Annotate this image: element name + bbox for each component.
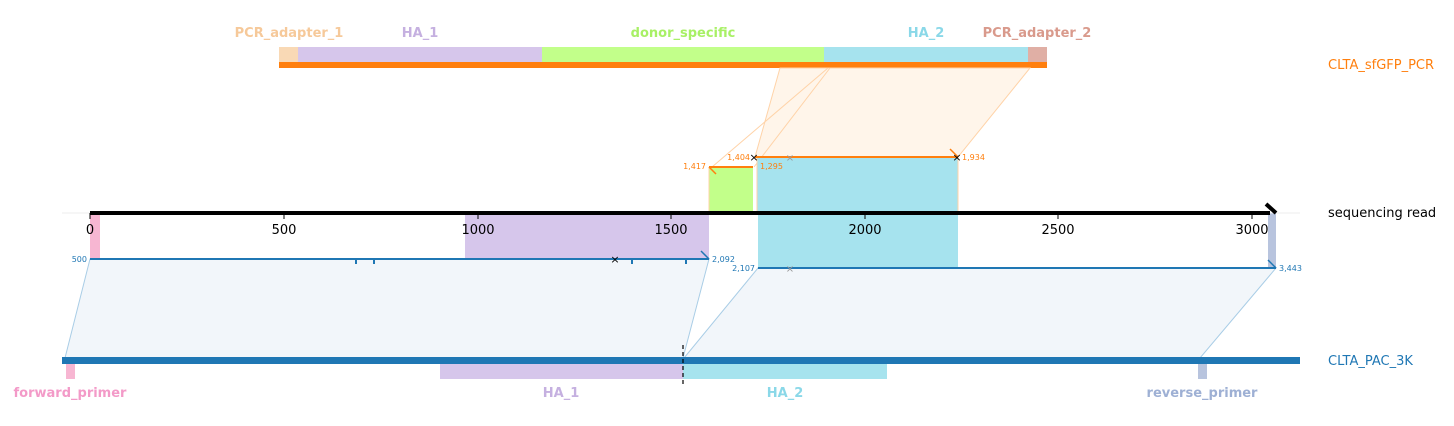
bottom-alignment-1-end-arrow (700, 250, 710, 260)
top-alignment-1-start-arrow (708, 166, 717, 175)
top-alignment-mismatch-1: × (749, 151, 758, 164)
bottom-connector-first (64, 258, 710, 359)
top-feature-ha-1 (298, 47, 542, 63)
read-direction-arrow (1264, 202, 1278, 215)
bottom-alignment-mismatch-2: × (786, 264, 794, 275)
top-alignment-label-left-end: 1,404 (727, 153, 750, 162)
projection-reverse-primer (1268, 213, 1276, 268)
top-feature-pcr-adapter-1 (279, 47, 298, 63)
top-feature-ha-2 (824, 47, 1028, 63)
top-connector-left-b (753, 67, 831, 168)
top-alignment-label-right-start: 1,295 (760, 162, 783, 171)
bottom-reference: forward_primer HA_1 HA_2 reverse_primer … (14, 345, 1413, 401)
bottom-alignment-label-first-start: 500 (72, 255, 87, 264)
bottom-feature-reverse-primer (1198, 363, 1207, 379)
read-tick-label-3000: 3000 (1235, 223, 1268, 238)
top-alignment-mismatch-2: × (952, 151, 961, 164)
top-feature-label-donor-specific: donor_specific (631, 26, 736, 41)
bottom-reference-name: CLTA_PAC_3K (1328, 354, 1413, 369)
read-tick-label-500: 500 (272, 223, 297, 238)
top-alignment-label-left-start: 1,417 (683, 162, 706, 171)
read-tick-label-1500: 1500 (654, 223, 687, 238)
projection-forward-primer (90, 213, 100, 259)
bottom-alignment-label-first-end: 2,092 (712, 255, 735, 264)
top-alignment-2-end-arrow (949, 148, 959, 158)
read-ticks (89, 213, 1253, 219)
bottom-feature-ha-1 (440, 363, 683, 379)
read-tick-label-2500: 2500 (1041, 223, 1074, 238)
bottom-alignments: × × 500 2,092 2,107 3,443 (72, 250, 1302, 275)
top-alignment-mismatch-3: × (786, 153, 794, 164)
bottom-feature-label-ha-2: HA_2 (767, 386, 804, 401)
read-name: sequencing read (1328, 206, 1436, 221)
bottom-feature-ha-2 (683, 363, 887, 379)
projection-ha-1 (465, 213, 709, 259)
bottom-connector-second (682, 267, 1278, 359)
bottom-alignment-label-second-start: 2,107 (732, 264, 755, 273)
top-reference-bar (279, 62, 1047, 68)
read-projections-top (708, 157, 959, 213)
top-reference-name: CLTA_sfGFP_PCR (1328, 58, 1434, 73)
bottom-alignment-mismatch-1: × (610, 253, 619, 266)
projection-ha-2-bottom (758, 213, 958, 268)
sequencing-read: 0 500 1000 1500 2000 2500 3000 sequencin… (62, 202, 1436, 238)
bottom-feature-label-forward-primer: forward_primer (14, 386, 128, 401)
top-feature-label-ha-2: HA_2 (908, 26, 945, 41)
top-connector-left-a (711, 67, 829, 168)
top-feature-label-pcr-adapter-1: PCR_adapter_1 (235, 26, 344, 41)
top-reference: PCR_adapter_1 HA_1 donor_specific HA_2 P… (235, 26, 1434, 73)
bottom-alignment-connectors (64, 258, 1278, 359)
read-tick-label-0: 0 (86, 223, 94, 238)
projection-ha-2-top (757, 157, 958, 213)
top-alignments: × × × 1,417 1,404 1,295 1,934 (683, 148, 985, 175)
read-tick-label-1000: 1000 (461, 223, 494, 238)
top-feature-pcr-adapter-2 (1028, 47, 1047, 63)
bottom-alignment-2-end-arrow (1267, 259, 1277, 269)
top-alignment-label-right-end: 1,934 (962, 153, 985, 162)
top-feature-donor-specific (542, 47, 824, 63)
bottom-reference-bar (62, 357, 1300, 364)
top-feature-label-ha-1: HA_1 (402, 26, 439, 41)
top-feature-label-pcr-adapter-2: PCR_adapter_2 (983, 26, 1092, 41)
projection-donor-specific (709, 167, 753, 213)
bottom-feature-label-reverse-primer: reverse_primer (1147, 386, 1259, 401)
read-tick-label-2000: 2000 (848, 223, 881, 238)
read-projections-bottom (90, 213, 1276, 268)
bottom-alignment-label-second-end: 3,443 (1279, 264, 1302, 273)
bottom-feature-forward-primer (66, 363, 75, 379)
bottom-feature-label-ha-1: HA_1 (543, 386, 580, 401)
